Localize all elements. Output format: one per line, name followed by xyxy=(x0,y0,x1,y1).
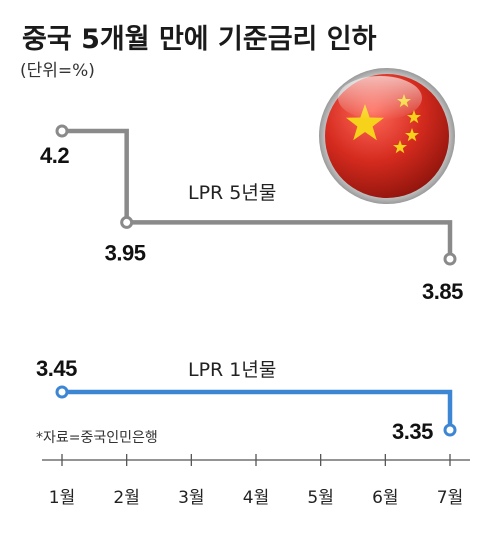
lpr1-point-1월 xyxy=(55,385,69,399)
lpr1-series-line xyxy=(62,389,453,430)
lpr1-data-label: 3.45 xyxy=(36,356,77,381)
unit-label: (단위=%) xyxy=(20,61,95,81)
lpr5-series-line xyxy=(62,128,453,259)
lpr5-data-label: 3.85 xyxy=(422,279,463,304)
lpr5-point-1월 xyxy=(55,124,69,138)
lpr5-data-label: 3.95 xyxy=(105,240,146,265)
x-tick-label: 1월 xyxy=(49,488,75,508)
lpr5-point-2월 xyxy=(120,215,134,229)
x-tick-label: 2월 xyxy=(113,488,139,508)
lpr1-point-7월 xyxy=(443,423,457,437)
lpr1-series: 3.45 3.35 xyxy=(36,356,457,444)
lpr5-series-label: LPR 5년물 xyxy=(188,182,276,204)
lpr1-series-label: LPR 1년물 xyxy=(188,359,276,381)
lpr5-data-label: 4.2 xyxy=(40,143,69,168)
x-tick-label: 6월 xyxy=(372,488,398,508)
x-tick-label: 7월 xyxy=(437,488,463,508)
x-tick-label: 5월 xyxy=(307,488,333,508)
x-tick-label: 4월 xyxy=(243,488,269,508)
source-note: *자료=중국인민은행 xyxy=(36,430,158,446)
china-flag-icon xyxy=(319,68,455,204)
lpr5-point-7월 xyxy=(443,252,457,266)
lpr1-data-label: 3.35 xyxy=(392,419,433,444)
x-tick-label: 3월 xyxy=(178,488,204,508)
x-axis: 1월 2월 3월 4월 5월 6월 7월 xyxy=(42,454,470,508)
lpr5-series: 4.2 3.95 3.85 xyxy=(40,124,464,304)
chart-title: 중국 5개월 만에 기준금리 인하 xyxy=(22,24,377,55)
